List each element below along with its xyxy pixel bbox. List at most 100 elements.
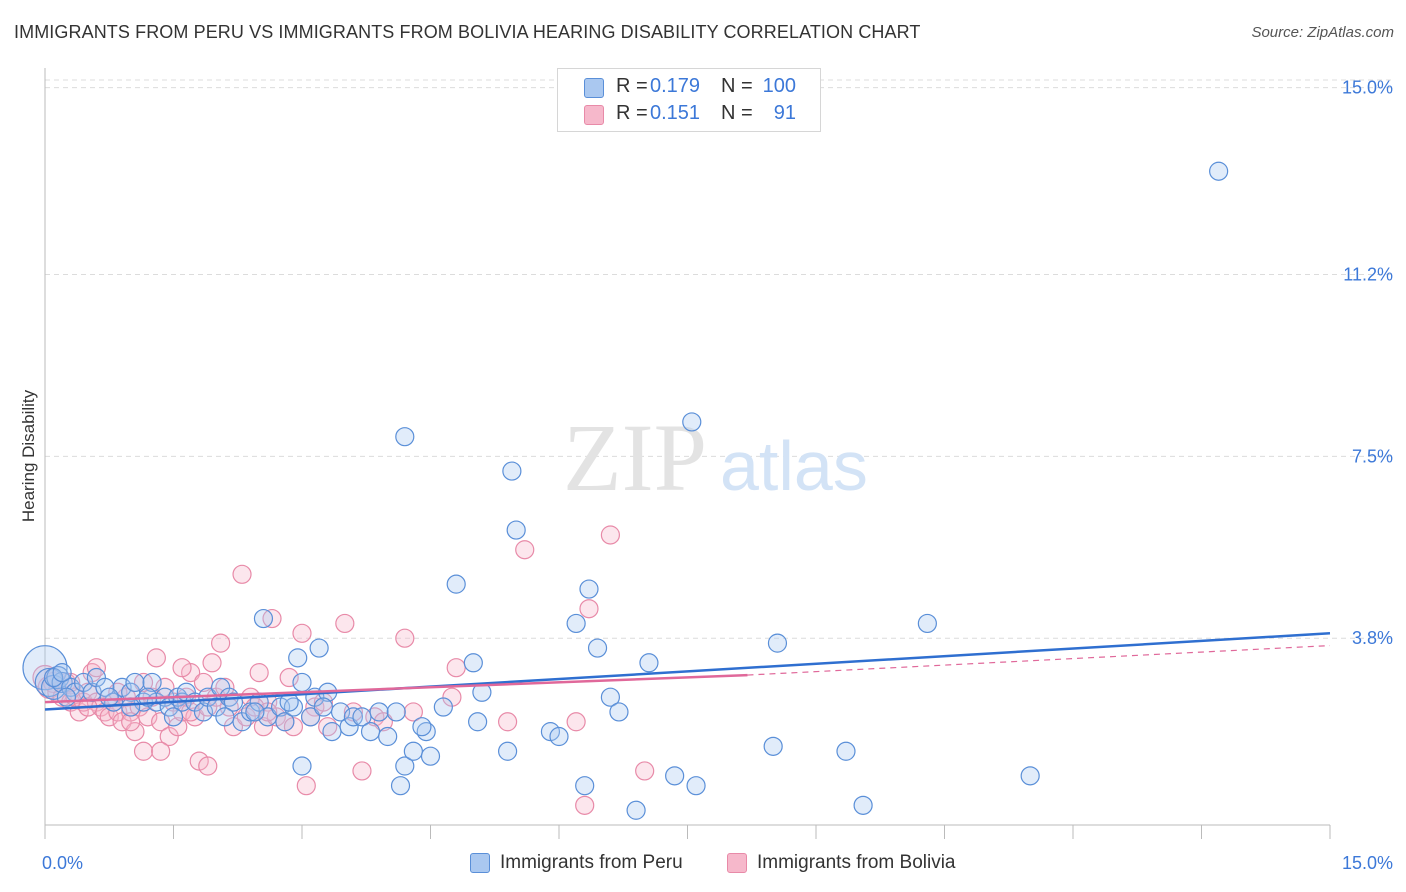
bolivia-point (172, 658, 192, 678)
n-label: N = (721, 102, 753, 124)
peru-point (420, 746, 441, 766)
peru-point (275, 712, 295, 732)
peru-point (463, 653, 483, 673)
peru-point (369, 702, 389, 722)
peru-point (412, 717, 432, 737)
peru-point (600, 687, 621, 707)
y-tick-label: 11.2% (1343, 264, 1393, 284)
peru-point (836, 741, 856, 761)
bolivia-point (253, 717, 274, 737)
legend-label-peru: Immigrants from Peru (500, 852, 683, 873)
n-value: 91 (773, 102, 796, 124)
bolivia-point (292, 623, 312, 643)
peru-swatch (584, 78, 604, 98)
watermark: ZIP atlas (563, 404, 868, 511)
peru-point (253, 608, 274, 629)
y-tick-label: 7.5% (1352, 446, 1393, 466)
bolivia-point (352, 761, 372, 781)
peru-point (313, 697, 334, 717)
x-tick-label: 15.0% (1342, 853, 1393, 873)
peru-point (403, 741, 423, 761)
peru-point (95, 677, 115, 697)
legend-row-peru: R = 0.179 N = 100 (558, 73, 820, 101)
peru-point (99, 687, 119, 707)
peru-point (767, 633, 788, 653)
y-tick-label: 3.8% (1352, 628, 1393, 648)
bolivia-point (151, 741, 171, 761)
bolivia-point (395, 628, 415, 648)
peru-point (587, 638, 608, 658)
n-value: 100 (762, 75, 796, 97)
bolivia-point (211, 633, 231, 653)
axes (44, 68, 1331, 839)
peru-point (468, 712, 488, 732)
peru-point (1209, 161, 1229, 181)
peru-point (360, 722, 381, 742)
peru-point (292, 672, 312, 693)
peru-point (433, 697, 453, 717)
y-tick-label: 15.0% (1342, 78, 1393, 98)
peru-point (853, 795, 873, 815)
bolivia-point (232, 564, 252, 584)
peru-point (502, 461, 522, 481)
peru-point (626, 800, 646, 820)
peru-point (125, 672, 145, 693)
r-value: 0.179 (650, 75, 701, 97)
peru-point (639, 653, 659, 673)
peru-point (446, 574, 466, 594)
source-label: Source: ZipAtlas.com (1251, 24, 1394, 41)
peru-point (193, 702, 214, 722)
peru-point (390, 776, 411, 796)
peru-point (575, 776, 595, 796)
bolivia-point (198, 756, 218, 776)
bolivia-point (168, 717, 188, 737)
peru-point (386, 702, 406, 722)
peru-point (917, 613, 937, 634)
bolivia-regression-extension (747, 644, 1331, 676)
peru-point (665, 766, 685, 786)
r-value: 0.151 (650, 102, 701, 124)
peru-point (215, 707, 235, 727)
peru-point (549, 726, 569, 747)
peru-point (682, 412, 702, 432)
bolivia-point (498, 712, 518, 732)
bolivia-point (249, 663, 269, 683)
bolivia-point (373, 712, 393, 732)
bolivia-regression-line (44, 673, 748, 704)
regression-lines (44, 632, 1331, 711)
peru-point (763, 736, 783, 756)
bolivia-point (86, 658, 107, 678)
peru-point (498, 741, 518, 761)
bolivia-point (202, 653, 222, 673)
peru-point (579, 579, 599, 599)
bolivia-point (121, 712, 141, 732)
bolivia-point (279, 667, 299, 688)
peru-point (566, 613, 586, 634)
bolivia-point (133, 741, 154, 761)
bolivia-point (125, 722, 145, 742)
peru-point (245, 702, 265, 722)
peru-point (506, 520, 526, 540)
legend-row-bolivia: R = 0.151 N = 91 (558, 100, 820, 128)
peru-regression-line (44, 632, 1331, 711)
bolivia-point (515, 540, 535, 560)
bolivia-swatch (727, 853, 747, 873)
bolivia-point (446, 658, 466, 678)
peru-point (52, 663, 72, 683)
peru-point (142, 672, 162, 693)
bolivia-point (566, 712, 586, 732)
peru-point (56, 687, 77, 707)
bolivia-point (146, 648, 166, 668)
peru-point (339, 717, 359, 737)
series-bolivia-points (32, 525, 655, 815)
r-label: R = (616, 75, 648, 97)
bolivia-point (635, 761, 655, 781)
watermark-atlas: atlas (720, 427, 868, 505)
peru-point (395, 427, 415, 447)
peru-point (292, 756, 312, 776)
peru-point (309, 638, 329, 658)
peru-swatch (470, 853, 490, 873)
bolivia-point (403, 702, 423, 722)
bolivia-point (296, 776, 316, 796)
